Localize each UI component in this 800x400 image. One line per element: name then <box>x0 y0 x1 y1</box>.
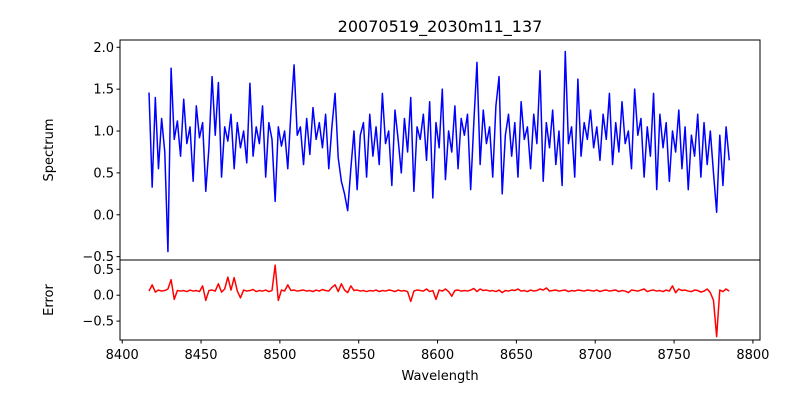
x-tick-label: 8550 <box>342 348 375 363</box>
error-y-label: Error <box>42 284 57 316</box>
x-tick-label: 8750 <box>658 348 691 363</box>
error-y-tick-label: −0.5 <box>82 315 114 330</box>
spectrum-y-tick-label: 0.0 <box>93 208 114 223</box>
chart-title: 20070519_2030m11_137 <box>338 17 543 37</box>
error-series-line <box>148 264 730 338</box>
spectrum-y-tick-label: −0.5 <box>82 250 114 265</box>
error-axes: 0.5 0.0 −0.5 8400 8450 8500 8550 8600 8650 8700 87… <box>82 259 769 363</box>
error-y-tick-label: 0.0 <box>93 289 114 304</box>
x-tick-label: 8800 <box>736 348 769 363</box>
x-tick-label: 8500 <box>263 348 296 363</box>
spectrum-y-tick-label: 0.5 <box>93 166 114 181</box>
spectrum-y-tick-label: 1.5 <box>93 83 114 98</box>
spectrum-y-tick-label: 2.0 <box>93 41 114 56</box>
x-tick-label: 8650 <box>500 348 533 363</box>
error-y-tick-label: 0.5 <box>93 263 114 278</box>
x-tick-label: 8600 <box>421 348 454 363</box>
x-tick-label: 8400 <box>106 348 139 363</box>
spectrum-series-line <box>148 50 730 253</box>
spectrum-y-label: Spectrum <box>42 119 57 182</box>
spectrum-y-tick-label: 1.0 <box>93 125 114 140</box>
x-tick-label: 8450 <box>184 348 217 363</box>
x-tick-label: 8700 <box>579 348 612 363</box>
error-axes-frame <box>119 259 761 341</box>
x-axis-label: Wavelength <box>401 369 478 384</box>
